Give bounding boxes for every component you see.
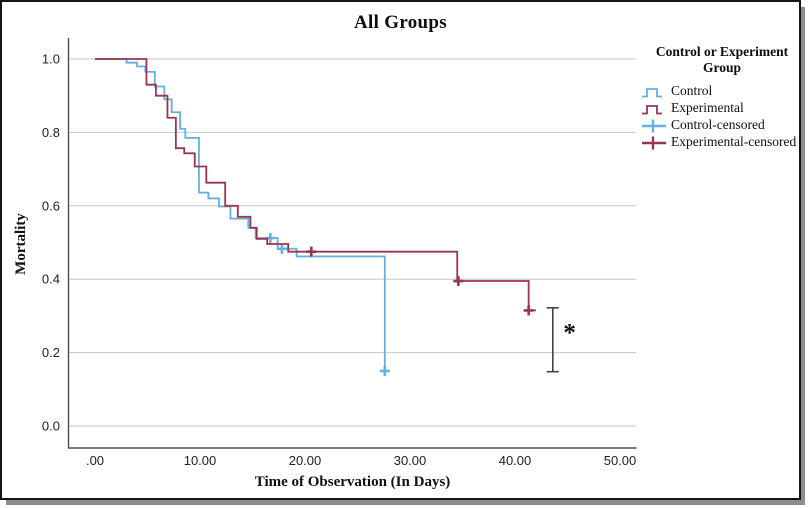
x-tick-label: 20.00: [289, 453, 322, 468]
legend-item-label: Control-censored: [671, 117, 765, 133]
plot-area: 0.0 0.2 0.4 0.6 0.8 1.0 .00 10.00 20.00 30.00 40.0…: [42, 38, 637, 468]
x-tick-label: .00: [86, 453, 104, 468]
legend-title: Control or Experiment Group: [655, 44, 789, 75]
plus-marker-icon: [642, 136, 666, 150]
control-censored-marker: [276, 243, 287, 254]
plus-marker-icon: [642, 119, 666, 133]
control-survival-curve: [95, 58, 386, 371]
legend-item-control: Control: [641, 83, 799, 100]
x-tick-label: 40.00: [499, 453, 532, 468]
legend: Control or Experiment Group Control Expe…: [641, 44, 799, 151]
experimental-censored-marker: [306, 246, 317, 257]
x-tick-label: 50.00: [604, 453, 637, 468]
legend-item-label: Control: [671, 83, 713, 99]
y-tick-label: 0.8: [42, 125, 60, 140]
legend-item-experimental: Experimental: [641, 100, 799, 117]
x-axis-title: Time of Observation (In Days): [254, 474, 451, 490]
experimental-censored-marker: [523, 305, 534, 316]
control-censored-marker: [379, 365, 390, 376]
experimental-censored-marker: [453, 276, 464, 287]
step-line-icon: [642, 87, 662, 98]
y-tick-label: 0.0: [42, 419, 60, 434]
y-tick-label: 1.0: [42, 52, 60, 67]
step-line-icon: [642, 104, 662, 115]
legend-item-control-censored: Control-censored: [641, 117, 799, 134]
chart-title: All Groups: [354, 12, 447, 33]
km-plot-figure: All Groups 0.0 0.2 0.4 0.6 0.8 1.0 .00 10.00 20.…: [0, 0, 801, 500]
y-tick-label: 0.6: [42, 198, 60, 213]
error-bar: [546, 307, 559, 373]
y-tick-label: 0.4: [42, 272, 60, 287]
x-tick-label: 10.00: [184, 453, 217, 468]
legend-item-experimental-censored: Experimental-censored: [641, 134, 799, 151]
legend-item-label: Experimental-censored: [671, 134, 797, 150]
y-axis-title: Mortality: [13, 213, 29, 275]
x-tick-label: 30.00: [394, 453, 427, 468]
legend-item-label: Experimental: [671, 100, 744, 116]
experimental-survival-curve: [95, 58, 536, 312]
significance-asterisk: *: [563, 319, 576, 346]
y-tick-label: 0.2: [42, 345, 60, 360]
